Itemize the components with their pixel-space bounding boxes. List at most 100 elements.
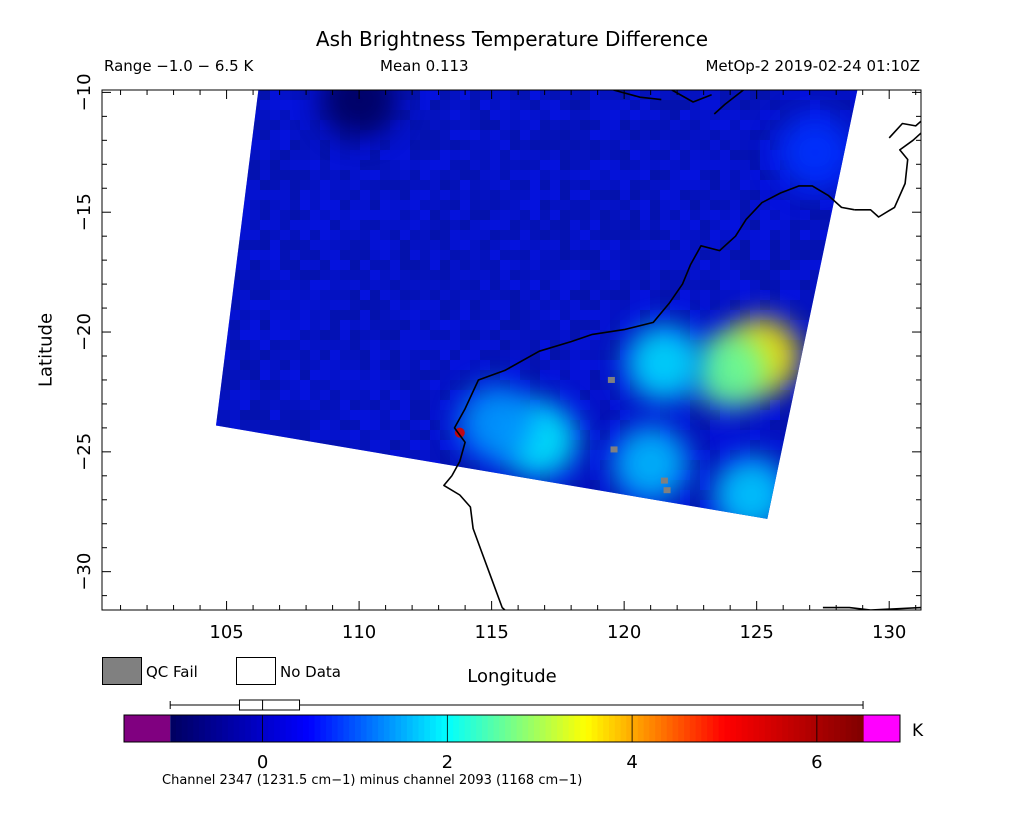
swath-pixel — [510, 590, 520, 600]
swath-pixel — [560, 530, 570, 540]
swath-pixel — [220, 190, 230, 200]
swath-pixel — [860, 350, 870, 360]
swath-pixel — [760, 180, 770, 190]
swath-pixel — [216, 410, 220, 420]
swath-pixel — [650, 180, 660, 190]
swath-pixel — [810, 500, 820, 510]
swath-pixel — [440, 210, 450, 220]
swath-pixel — [370, 190, 380, 200]
swath-pixel — [710, 140, 720, 150]
swath-pixel — [660, 550, 670, 560]
swath-pixel — [380, 430, 390, 440]
swath-pixel — [300, 530, 310, 540]
swath-pixel — [540, 250, 550, 260]
swath-pixel — [310, 420, 320, 430]
swath-pixel — [760, 600, 770, 610]
swath-pixel — [690, 280, 700, 290]
swath-pixel — [610, 190, 620, 200]
swath-pixel — [390, 410, 400, 420]
swath-pixel — [280, 170, 290, 180]
swath-pixel — [710, 200, 720, 210]
swath-pixel — [260, 560, 270, 570]
swath-pixel — [216, 400, 220, 410]
swath-pixel — [520, 200, 530, 210]
swath-pixel — [590, 170, 600, 180]
swath-pixel — [220, 160, 230, 170]
swath-pixel — [860, 450, 870, 460]
swath-pixel — [340, 590, 350, 600]
swath-pixel — [780, 430, 790, 440]
swath-pixel — [790, 200, 800, 210]
swath-pixel — [280, 190, 290, 200]
swath-pixel — [590, 410, 600, 420]
swath-pixel — [220, 400, 230, 410]
swath-pixel — [340, 260, 350, 270]
swath-pixel — [290, 110, 300, 120]
swath-pixel — [250, 90, 260, 100]
swath-pixel — [580, 470, 590, 480]
swath-pixel — [670, 170, 680, 180]
swath-pixel — [260, 400, 270, 410]
swath-pixel — [390, 190, 400, 200]
colorbar-segment — [787, 715, 795, 742]
swath-pixel — [380, 380, 390, 390]
swath-pixel — [320, 540, 330, 550]
swath-pixel — [540, 350, 550, 360]
swath-pixel — [760, 210, 770, 220]
swath-pixel — [760, 220, 770, 230]
swath-pixel — [270, 430, 280, 440]
swath-pixel — [810, 210, 820, 220]
swath-pixel — [270, 460, 280, 470]
swath-pixel — [350, 510, 360, 519]
swath-pixel — [260, 360, 270, 370]
swath-pixel — [570, 260, 580, 270]
swath-pixel — [330, 230, 340, 240]
colorbar-segment — [424, 715, 431, 742]
swath-pixel — [430, 500, 440, 510]
swath-pixel — [780, 270, 790, 280]
swath-pixel — [770, 230, 780, 240]
swath-pixel — [440, 330, 450, 340]
swath-pixel — [420, 590, 430, 600]
swath-pixel — [250, 580, 260, 590]
swath-pixel — [230, 370, 240, 380]
swath-pixel — [200, 380, 210, 390]
swath-pixel — [216, 260, 220, 270]
swath-pixel — [490, 190, 500, 200]
swath-pixel — [610, 280, 620, 290]
swath-pixel — [250, 180, 260, 190]
swath-pixel — [830, 360, 840, 370]
swath-pixel — [240, 150, 250, 160]
swath-pixel — [400, 600, 410, 610]
swath-pixel — [850, 270, 858, 280]
swath-pixel — [280, 250, 290, 260]
swath-pixel — [290, 420, 300, 430]
swath-pixel — [270, 220, 280, 230]
swath-pixel — [240, 380, 250, 390]
swath-pixel — [350, 260, 360, 270]
swath-pixel — [680, 110, 690, 120]
mean-label: Mean 0.113 — [380, 57, 469, 75]
swath-pixel — [410, 380, 420, 390]
swath-pixel — [690, 490, 700, 500]
swath-pixel — [630, 210, 640, 220]
swath-pixel — [230, 160, 240, 170]
swath-pixel — [260, 390, 270, 400]
swath-pixel — [730, 440, 740, 450]
swath-pixel — [520, 90, 530, 100]
swath-pixel — [830, 440, 840, 450]
colorbar-segment — [545, 715, 552, 742]
swath-pixel — [740, 560, 750, 570]
swath-pixel — [770, 430, 780, 440]
swath-pixel — [270, 280, 280, 290]
swath-pixel — [790, 550, 800, 560]
swath-pixel — [600, 200, 610, 210]
swath-pixel — [210, 590, 220, 600]
swath-pixel — [690, 390, 700, 400]
swath-pixel — [340, 390, 350, 400]
swath-pixel — [490, 280, 500, 290]
swath-pixel — [470, 140, 480, 150]
swath-pixel — [770, 160, 780, 170]
swath-pixel — [310, 100, 320, 110]
swath-pixel — [530, 190, 540, 200]
